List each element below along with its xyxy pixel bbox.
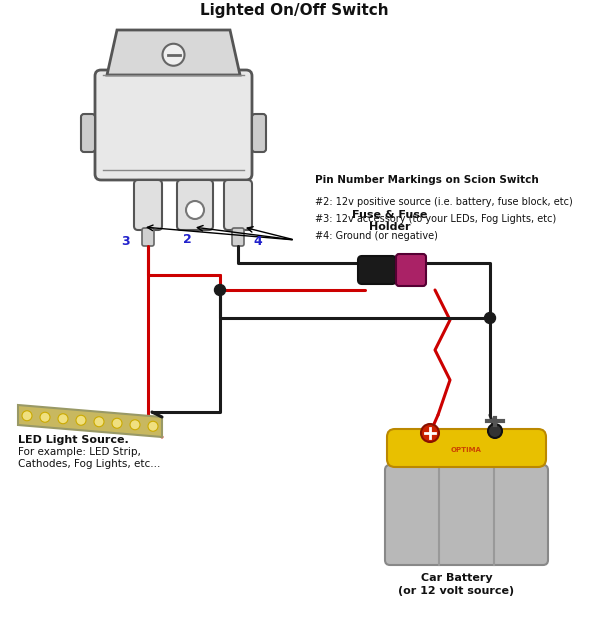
FancyBboxPatch shape	[177, 180, 213, 230]
Text: Fuse & Fuse
Holder: Fuse & Fuse Holder	[352, 209, 428, 232]
FancyBboxPatch shape	[224, 180, 252, 230]
FancyBboxPatch shape	[142, 228, 154, 246]
Text: 2: 2	[183, 233, 191, 246]
Circle shape	[163, 44, 184, 66]
FancyBboxPatch shape	[134, 180, 162, 230]
Text: For example: LED Strip,
Cathodes, Fog Lights, etc...: For example: LED Strip, Cathodes, Fog Li…	[18, 447, 160, 469]
Polygon shape	[18, 405, 162, 437]
Text: 4: 4	[254, 235, 262, 248]
FancyBboxPatch shape	[385, 465, 548, 565]
Text: #2: 12v positive source (i.e. battery, fuse block, etc): #2: 12v positive source (i.e. battery, f…	[315, 197, 573, 207]
Text: Pin Number Markings on Scion Switch: Pin Number Markings on Scion Switch	[315, 175, 539, 185]
Circle shape	[186, 201, 204, 219]
FancyBboxPatch shape	[387, 429, 546, 467]
FancyBboxPatch shape	[232, 228, 244, 246]
Text: LED Light Source.: LED Light Source.	[18, 435, 129, 445]
Text: 3: 3	[122, 235, 130, 248]
FancyBboxPatch shape	[252, 114, 266, 152]
Circle shape	[40, 412, 50, 422]
Circle shape	[214, 284, 226, 296]
Text: OPTIMA: OPTIMA	[451, 447, 482, 453]
FancyBboxPatch shape	[396, 254, 426, 286]
Text: #4: Ground (or negative): #4: Ground (or negative)	[315, 231, 438, 241]
Polygon shape	[107, 30, 240, 75]
Circle shape	[22, 411, 32, 421]
Circle shape	[130, 420, 140, 430]
Circle shape	[421, 424, 439, 442]
Circle shape	[485, 312, 495, 324]
Circle shape	[76, 415, 86, 425]
Circle shape	[112, 418, 122, 428]
Circle shape	[58, 414, 68, 424]
FancyBboxPatch shape	[358, 256, 396, 284]
Text: Lighted On/Off Switch: Lighted On/Off Switch	[200, 3, 388, 18]
Text: #3: 12v accessory (to your LEDs, Fog Lights, etc): #3: 12v accessory (to your LEDs, Fog Lig…	[315, 214, 556, 224]
Circle shape	[488, 424, 502, 438]
Circle shape	[94, 417, 104, 427]
Text: Car Battery
(or 12 volt source): Car Battery (or 12 volt source)	[398, 573, 515, 596]
Circle shape	[148, 421, 158, 431]
FancyBboxPatch shape	[81, 114, 95, 152]
FancyBboxPatch shape	[95, 70, 252, 180]
